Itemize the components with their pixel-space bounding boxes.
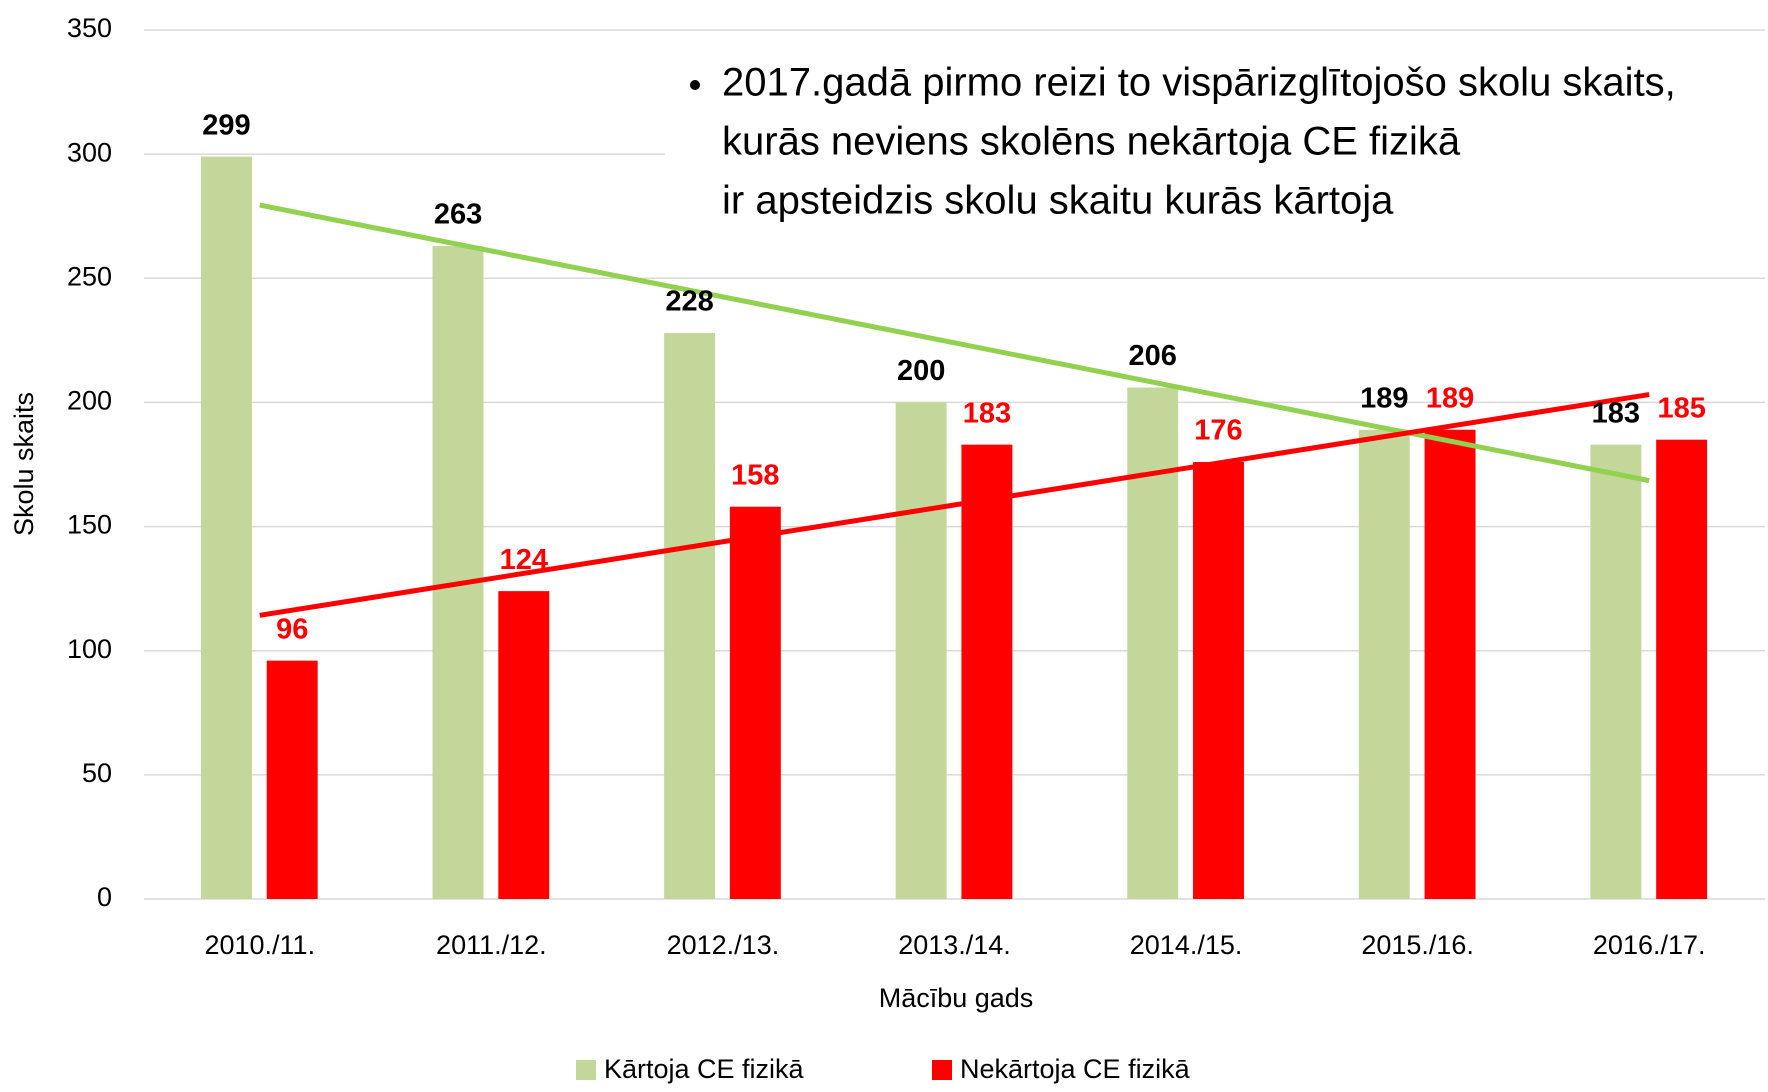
data-label: 206 [1129, 340, 1177, 372]
legend-label: Kārtoja CE fizikā [604, 1054, 805, 1084]
trendlines [259, 202, 1650, 618]
x-tick-label: 2015./16. [1361, 930, 1474, 960]
y-tick-label: 50 [82, 758, 112, 788]
bars [200, 156, 1708, 900]
bar [1424, 429, 1476, 899]
bar [895, 402, 947, 899]
bar [200, 156, 252, 899]
data-label: 183 [963, 397, 1011, 429]
bar [498, 591, 550, 899]
bar [729, 506, 781, 899]
data-label: 189 [1426, 382, 1474, 414]
x-tick-label: 2012./13. [667, 930, 780, 960]
bar [1127, 387, 1179, 899]
x-tick-label: 2014./15. [1130, 930, 1243, 960]
annotation: 2017.gadā pirmo reizi to vispārizglītojo… [722, 61, 1676, 223]
bar [961, 444, 1013, 899]
annotation-line: ir apsteidzis skolu skaitu kurās kārtoja [722, 179, 1394, 223]
data-label: 299 [202, 109, 250, 141]
annotation-line: 2017.gadā pirmo reizi to vispārizglītojo… [722, 61, 1676, 105]
legend-swatch [576, 1060, 596, 1080]
labels: 2010./11. 2011./12. 2012./13. 2013./14. 2014… [202, 109, 1706, 960]
bar [1590, 444, 1642, 899]
x-tick-label: 2010./11. [204, 930, 315, 960]
y-tick-label: 300 [67, 137, 112, 167]
data-label: 183 [1592, 397, 1640, 429]
annotation-background [665, 45, 1768, 235]
bar [1656, 439, 1708, 899]
y-tick-label: 0 [97, 882, 112, 912]
bar [432, 246, 484, 900]
bar [664, 332, 716, 899]
trendline [259, 392, 1650, 618]
data-label: 158 [731, 459, 779, 491]
data-label: 124 [500, 544, 548, 576]
y-tick-label: 150 [67, 510, 112, 540]
data-label: 228 [665, 286, 713, 318]
trendline [259, 202, 1650, 484]
x-axis-title: Mācību gads [879, 983, 1034, 1013]
y-axis-title: Skolu skaits [9, 392, 39, 536]
x-tick-label: 2016./17. [1593, 930, 1706, 960]
x-tick-label: 2011./12. [436, 930, 547, 960]
bar [1193, 462, 1244, 899]
y-tick-label: 100 [67, 634, 112, 664]
bar [266, 660, 318, 899]
annotation-line: kurās neviens skolēns nekārtoja CE fizik… [722, 120, 1461, 164]
legend-label: Nekārtoja CE fizikā [960, 1054, 1191, 1084]
legend-swatch [932, 1060, 952, 1080]
data-label: 96 [276, 613, 308, 645]
y-tick-label: 200 [67, 386, 112, 416]
data-label: 185 [1657, 392, 1705, 424]
y-tick-label: 350 [67, 13, 112, 43]
y-tick-label: 250 [67, 261, 112, 291]
annotation-bullet [690, 80, 700, 90]
data-label: 200 [897, 355, 945, 387]
legend: Kārtoja CE fizikā Nekārtoja CE fizikā [576, 1054, 1191, 1084]
data-label: 263 [434, 199, 482, 231]
bar [1358, 429, 1410, 899]
x-tick-label: 2013./14. [898, 930, 1011, 960]
data-label: 189 [1360, 382, 1408, 414]
data-label: 176 [1194, 415, 1242, 447]
